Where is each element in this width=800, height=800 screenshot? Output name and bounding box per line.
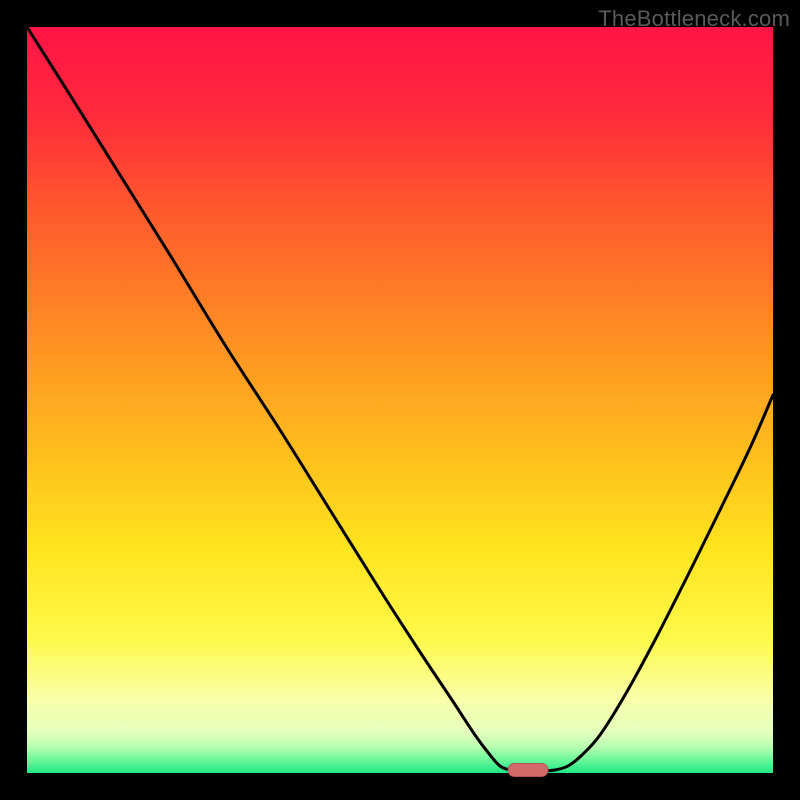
plot-background <box>27 27 773 773</box>
optimum-marker <box>508 764 548 777</box>
bottleneck-chart <box>0 0 800 800</box>
